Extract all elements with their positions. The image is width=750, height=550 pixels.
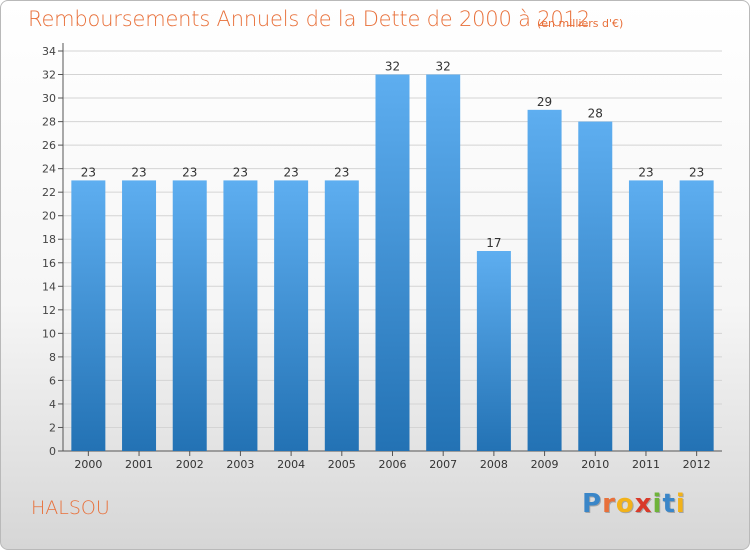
bar: [426, 74, 461, 451]
x-tick-label: 2007: [429, 458, 457, 471]
x-tick-label: 2002: [176, 458, 204, 471]
logo-letter: r: [602, 489, 616, 519]
bar: [71, 180, 106, 452]
x-tick-label: 2001: [125, 458, 153, 471]
bar: [476, 251, 511, 451]
data-label: 23: [638, 165, 653, 179]
y-tick-label: 22: [42, 186, 56, 199]
data-label: 32: [436, 60, 451, 74]
y-tick-label: 34: [42, 45, 56, 58]
y-tick-label: 0: [49, 445, 56, 458]
y-tick-label: 20: [42, 210, 56, 223]
y-tick-label: 18: [42, 233, 56, 246]
bar: [274, 180, 309, 452]
x-tick-label: 2009: [531, 458, 559, 471]
y-tick-label: 16: [42, 257, 56, 270]
data-label: 23: [689, 165, 704, 179]
x-tick-label: 2010: [581, 458, 609, 471]
logo-letter: P: [582, 489, 603, 519]
x-tick-label: 2005: [328, 458, 356, 471]
y-tick-label: 8: [49, 351, 56, 364]
proxiti-logo: Proxiti: [582, 489, 686, 519]
y-tick-label: 12: [42, 304, 56, 317]
x-tick-label: 2006: [379, 458, 407, 471]
data-label: 23: [283, 165, 298, 179]
y-tick-label: 2: [49, 421, 56, 434]
logo-letter: t: [662, 489, 676, 519]
bar: [122, 180, 157, 452]
bar: [527, 109, 562, 451]
y-tick-label: 32: [42, 69, 56, 82]
logo-letter: x: [634, 489, 653, 519]
data-label: 29: [537, 95, 552, 109]
logo-letter: o: [615, 489, 635, 519]
x-tick-label: 2003: [226, 458, 254, 471]
x-tick-label: 2012: [683, 458, 711, 471]
bar: [223, 180, 258, 452]
bar: [172, 180, 207, 452]
bar: [578, 121, 613, 452]
x-tick-label: 2000: [74, 458, 102, 471]
data-label: 23: [334, 165, 349, 179]
town-name: HALSOU: [31, 497, 110, 519]
bars: [71, 74, 714, 452]
chart-subtitle: (en milliers d'€): [537, 17, 624, 30]
x-tick-label: 2004: [277, 458, 305, 471]
x-tick-label: 2008: [480, 458, 508, 471]
data-label: 28: [588, 107, 603, 121]
data-label: 23: [233, 165, 248, 179]
y-tick-label: 4: [49, 398, 56, 411]
logo-letter: i: [652, 489, 663, 519]
bar: [679, 180, 714, 452]
data-label: 23: [81, 165, 96, 179]
y-tick-label: 14: [42, 280, 56, 293]
bar: [628, 180, 663, 452]
chart-title: Remboursements Annuels de la Dette de 20…: [28, 7, 590, 31]
bar: [375, 74, 410, 451]
y-tick-label: 26: [42, 139, 56, 152]
logo-letter: i: [675, 489, 686, 519]
labels: 0246810121416182022242628303234232000232…: [42, 45, 711, 471]
bar: [324, 180, 359, 452]
data-label: 23: [131, 165, 146, 179]
data-label: 23: [182, 165, 197, 179]
data-label: 32: [385, 60, 400, 74]
x-tick-label: 2011: [632, 458, 660, 471]
y-tick-label: 30: [42, 92, 56, 105]
y-tick-label: 28: [42, 116, 56, 129]
data-label: 17: [486, 236, 501, 250]
y-tick-label: 24: [42, 163, 56, 176]
y-tick-label: 10: [42, 327, 56, 340]
y-tick-label: 6: [49, 374, 56, 387]
